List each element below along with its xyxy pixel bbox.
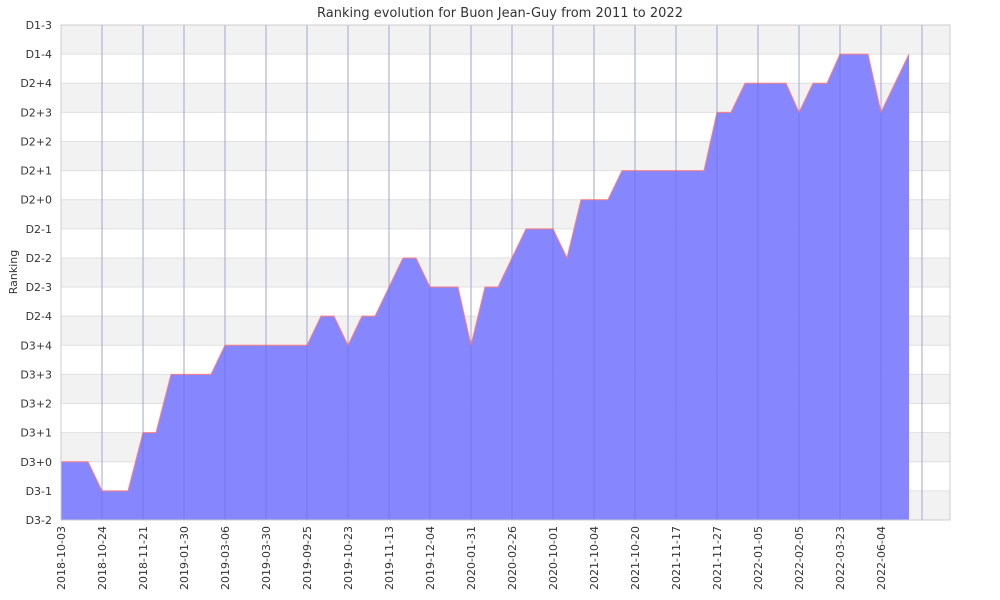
x-tick-label: 2020-02-26 [506,526,519,590]
x-tick-label: 2019-01-30 [178,526,191,590]
y-tick-label: D3+4 [20,339,52,352]
y-tick-label: D1-3 [26,19,52,32]
y-tick-label: D2-4 [26,310,52,323]
row-band [61,25,950,55]
y-tick-label: D3-2 [26,514,52,527]
x-tick-label: 2018-10-03 [55,526,68,590]
x-tick-label: 2019-10-23 [342,526,355,590]
x-tick-label: 2019-03-06 [219,526,232,590]
x-tick-label: 2021-10-20 [629,526,642,590]
ranking-line [61,53,910,492]
x-tick-labels: 2018-10-03 2018-10-24 2018-11-21 2019-01-30… [55,526,888,590]
y-tick-label: D2+2 [20,135,52,148]
x-tick-label: 2020-10-01 [547,526,560,590]
y-tick-label: D2-2 [26,252,52,265]
x-tick-label: 2022-06-04 [875,526,888,590]
y-tick-label: D2-1 [26,223,52,236]
x-tick-label: 2021-11-27 [711,526,724,590]
x-tick-label: 2019-03-30 [260,526,273,590]
x-tick-label: 2022-02-05 [793,526,806,590]
y-tick-label: D2-3 [26,281,52,294]
x-tick-label: 2019-11-13 [383,526,396,590]
y-tick-label: D3+3 [20,368,52,381]
x-tick-label: 2018-11-21 [137,526,150,590]
x-tick-label: 2020-01-31 [465,526,478,590]
y-axis-label: Ranking [7,250,20,295]
y-tick-labels: D3-2 D3-1 D3+0 D3+1 D3+2 D3+3 D3+4 D2-4 D2-3 D2-2… [20,19,52,527]
x-tick-label: 2021-11-17 [670,526,683,590]
y-tick-label: D3+2 [20,398,52,411]
plot-frame [60,24,951,521]
y-tick-label: D1-4 [26,48,52,61]
chart-title: Ranking evolution for Buon Jean-Guy from… [317,6,683,21]
x-tick-label: 2019-09-25 [301,526,314,590]
y-tick-label: D3+1 [20,427,52,440]
x-tick-label: 2018-10-24 [96,526,109,590]
x-tick-label: 2019-12-04 [424,526,437,590]
y-tick-label: D2+0 [20,194,52,207]
y-tick-label: D2+3 [20,106,52,119]
y-tick-label: D3-1 [26,485,52,498]
x-tick-label: 2022-01-05 [752,526,765,590]
x-tick-label: 2021-10-04 [588,526,601,590]
y-tick-label: D2+1 [20,165,52,178]
y-tick-label: D3+0 [20,456,52,469]
y-tick-label: D2+4 [20,77,52,90]
x-tick-label: 2022-03-23 [834,526,847,590]
